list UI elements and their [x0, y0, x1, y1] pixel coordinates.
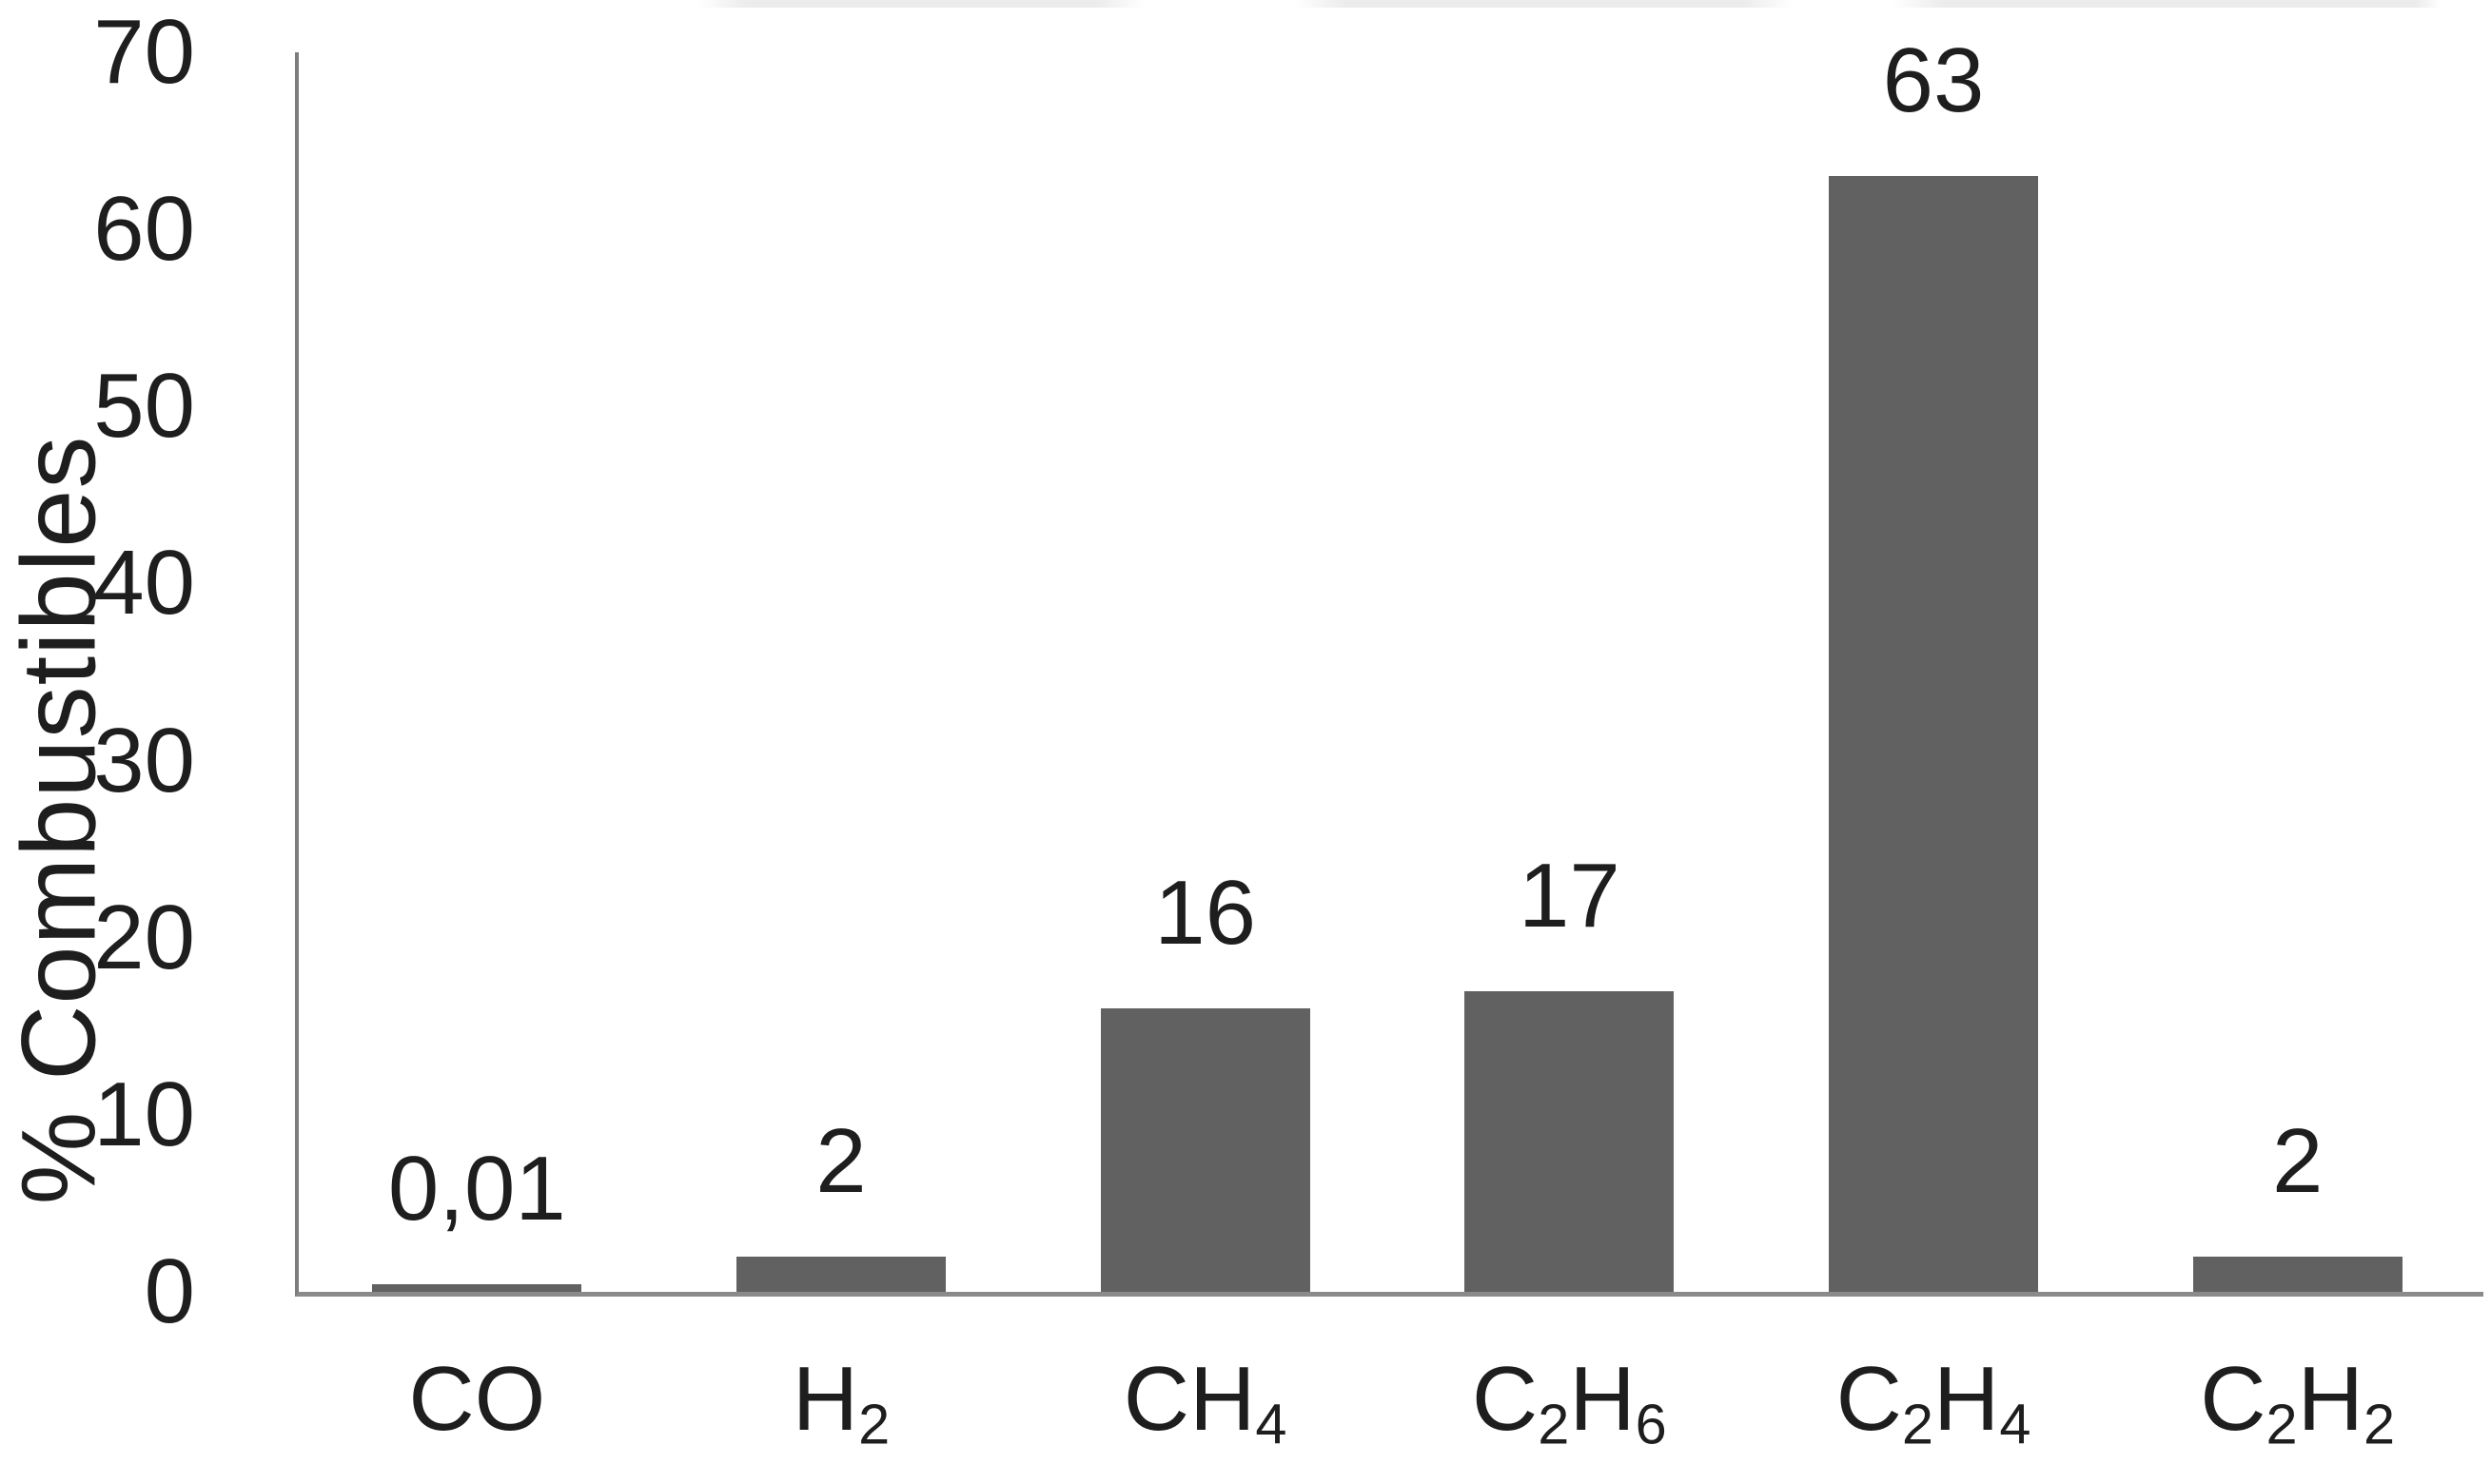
bar-value-label: 0,01: [387, 1138, 566, 1240]
y-tick-label: 40: [93, 532, 195, 635]
y-tick-label: 70: [93, 1, 195, 103]
y-tick-label: 0: [144, 1240, 195, 1342]
x-category-label: H2: [792, 1348, 891, 1456]
x-category-label: CH4: [1123, 1348, 1287, 1456]
bar: [1464, 990, 1675, 1292]
x-category-label: CO: [408, 1348, 546, 1450]
x-category-label: C2H6: [1471, 1348, 1667, 1456]
y-tick-label: 30: [93, 709, 195, 811]
bar-value-label: 16: [1154, 862, 1257, 965]
bar-value-label: 63: [1882, 29, 1985, 132]
bar: [372, 1284, 582, 1292]
bar-value-label: 2: [2271, 1109, 2324, 1212]
y-tick-label: 20: [93, 886, 195, 988]
bar: [1100, 1008, 1310, 1292]
bar: [2192, 1256, 2403, 1292]
x-category-label: C2H4: [1835, 1348, 2031, 1456]
bar: [736, 1256, 946, 1292]
bar-value-label: 2: [815, 1109, 867, 1212]
top-edge-artifact: [0, 0, 2491, 8]
x-category-label: C2H2: [2200, 1348, 2396, 1456]
y-tick-label: 60: [93, 178, 195, 281]
plot-area: [295, 52, 2483, 1297]
bar-value-label: 17: [1518, 844, 1620, 947]
bar: [1829, 176, 2038, 1292]
y-tick-label: 50: [93, 355, 195, 458]
y-tick-label: 10: [93, 1063, 195, 1165]
